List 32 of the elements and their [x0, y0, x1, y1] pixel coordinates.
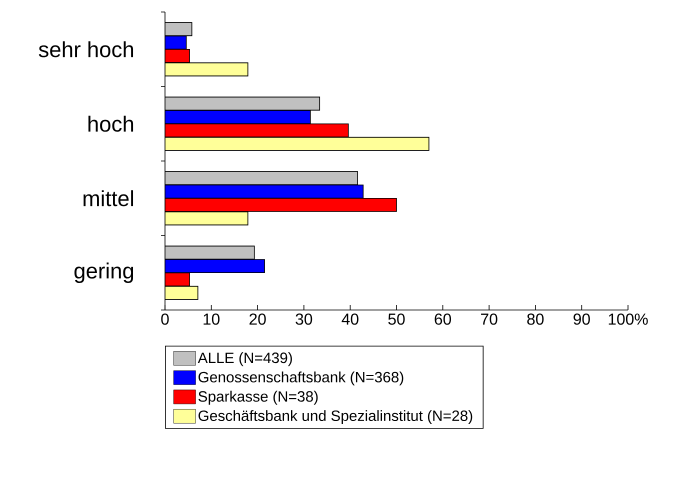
y-tick-label: mittel	[84, 190, 134, 206]
bar	[165, 110, 311, 124]
legend-label: Sparkasse (N=38)	[198, 390, 318, 405]
x-tick-label: 90	[574, 314, 590, 325]
bar	[165, 123, 349, 138]
x-tick-label: 100%	[608, 314, 648, 325]
bar	[165, 198, 397, 212]
legend-label: Geschäftsbank und Spezialinstitut (N=28)	[198, 410, 472, 424]
bar	[165, 62, 248, 76]
x-tick-label: 50	[388, 314, 405, 325]
x-tick-label: 0	[161, 314, 169, 325]
legend-label: ALLE (N=439)	[198, 352, 292, 366]
bar	[165, 184, 364, 199]
x-tick-label: 80	[527, 314, 544, 325]
y-tick-label: gering	[74, 262, 134, 283]
bar	[165, 96, 320, 111]
x-tick-label: 20	[250, 314, 266, 325]
x-tick-label: 40	[342, 314, 358, 325]
x-tick-label: 30	[296, 314, 312, 325]
x-tick-label: 10	[204, 314, 220, 325]
x-tick-label: 70	[481, 314, 498, 325]
bar	[165, 259, 265, 274]
x-tick-label: 60	[434, 314, 452, 325]
y-tick-label: hoch	[88, 116, 134, 132]
legend-label: Genossenschaftsbank (N=368)	[198, 371, 404, 386]
bar	[165, 246, 255, 260]
bar	[165, 22, 192, 36]
y-tick-label: sehr hoch	[38, 41, 134, 58]
bar	[165, 211, 248, 226]
bar	[165, 286, 198, 300]
bar	[165, 171, 358, 186]
bar	[165, 136, 430, 151]
